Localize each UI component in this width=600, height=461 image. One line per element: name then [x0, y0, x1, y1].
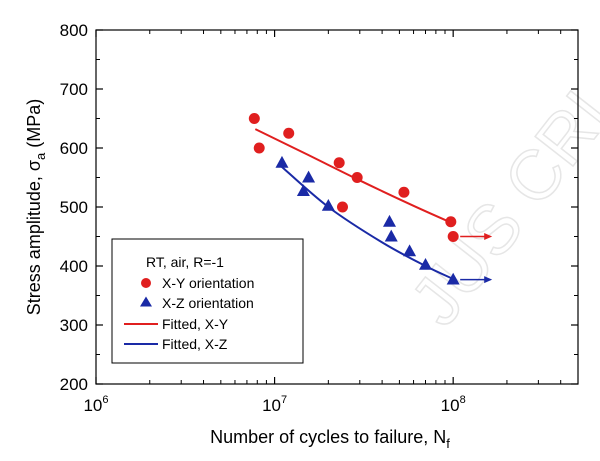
- x-axis-title-sub: f: [446, 436, 450, 451]
- legend-title: RT, air, R=-1: [146, 254, 224, 270]
- xz-point: [446, 272, 460, 285]
- xy-point: [447, 231, 459, 242]
- xy-point: [248, 113, 260, 124]
- xy-point: [336, 201, 348, 213]
- y-axis-title-sub: a: [33, 152, 48, 160]
- y-axis-title: Stress amplitude, σa (MPa): [24, 99, 48, 315]
- y-tick-label: 300: [60, 316, 88, 335]
- x-axis-title-text: Number of cycles to failure, N: [210, 427, 446, 447]
- fit-line: [279, 164, 454, 280]
- x-tick-exponent: 6: [102, 394, 108, 406]
- xy-point: [333, 157, 345, 169]
- xz-point: [321, 199, 335, 211]
- legend-label-fit-xz: Fitted, X-Z: [162, 336, 228, 352]
- runout-arrowhead: [484, 233, 493, 240]
- xz-point: [419, 258, 433, 270]
- x-tick-label: 106: [83, 394, 108, 415]
- xz-point: [382, 214, 396, 227]
- y-tick-label: 700: [60, 80, 88, 99]
- xy-point: [283, 127, 295, 139]
- runout-arrowhead: [484, 276, 493, 284]
- legend-label-xy: X-Y orientation: [162, 275, 254, 291]
- y-tick-label: 200: [60, 375, 88, 394]
- y-axis-title-unit: (MPa): [24, 99, 44, 153]
- x-tick-label: 107: [262, 394, 287, 415]
- x-tick-base: 10: [441, 396, 460, 415]
- watermark: JUS CRI: [395, 76, 600, 340]
- y-tick-label: 500: [60, 198, 88, 217]
- y-axis-title-text: Stress amplitude, σ: [24, 160, 44, 315]
- legend-marker-xz: [140, 296, 152, 307]
- x-tick-exponent: 7: [281, 394, 287, 406]
- xz-point: [302, 170, 316, 183]
- xz-point: [275, 155, 289, 168]
- svg-text:JUS CRI: JUS CRI: [395, 77, 600, 340]
- y-axis-ticks: 200 300 400 500 600 700 800: [60, 21, 578, 394]
- xy-point: [445, 216, 457, 228]
- legend-marker-xy: [141, 278, 151, 288]
- runout-arrows: [460, 233, 493, 284]
- xy-point: [351, 172, 363, 183]
- x-tick-base: 10: [83, 396, 102, 415]
- xy-point: [253, 142, 265, 154]
- legend: RT, air, R=-1 X-Y orientation X-Z orient…: [111, 238, 304, 364]
- x-tick-base: 10: [262, 396, 281, 415]
- data-markers: [248, 113, 460, 285]
- x-axis-title: Number of cycles to failure, Nf: [210, 427, 450, 451]
- legend-label-xz: X-Z orientation: [162, 295, 254, 311]
- y-tick-label: 400: [60, 257, 88, 276]
- x-axis-ticks: 106 107 108: [83, 30, 579, 415]
- xy-point: [398, 186, 410, 198]
- y-tick-label: 600: [60, 139, 88, 158]
- x-tick-label: 108: [441, 394, 466, 415]
- xz-point: [384, 229, 398, 242]
- xz-point: [403, 244, 417, 257]
- legend-label-fit-xy: Fitted, X-Y: [162, 316, 229, 332]
- xz-point: [296, 184, 310, 197]
- y-tick-label: 800: [60, 21, 88, 40]
- x-tick-exponent: 8: [460, 394, 466, 406]
